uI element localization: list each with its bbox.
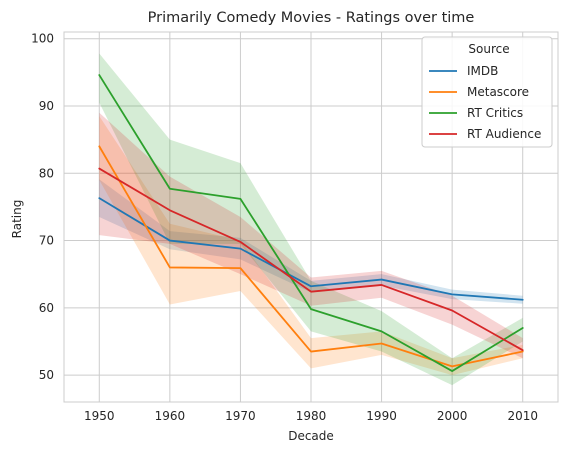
x-tick-label: 2000 <box>437 409 468 423</box>
legend-title: Source <box>468 42 509 56</box>
x-tick-label: 1990 <box>366 409 397 423</box>
metascore-confidence-band <box>99 116 523 376</box>
rt-critics-line <box>98 74 524 372</box>
imdb-line <box>98 197 524 301</box>
x-tick-labels: 1950 1960 1970 1980 1990 2000 2010 <box>84 409 538 423</box>
y-tick-label: 60 <box>39 301 54 315</box>
rt-audience-line <box>98 167 524 352</box>
metascore-line <box>98 145 524 368</box>
y-axis-label: Rating <box>10 200 24 239</box>
x-tick-label: 1960 <box>155 409 186 423</box>
y-tick-label: 70 <box>39 234 54 248</box>
legend: Source IMDB Metascore RT Critics RT Audience <box>421 36 553 148</box>
x-tick-label: 1980 <box>296 409 327 423</box>
grid <box>64 32 558 402</box>
series-lines <box>98 74 524 372</box>
x-tick-label: 2010 <box>507 409 538 423</box>
y-tick-labels: 50 60 70 80 90 100 <box>31 32 54 382</box>
y-tick-label: 80 <box>39 166 54 180</box>
rt-critics-confidence-band <box>99 53 523 386</box>
x-tick-label: 1950 <box>84 409 115 423</box>
chart-title: Primarily Comedy Movies - Ratings over t… <box>148 10 475 26</box>
y-tick-label: 100 <box>31 32 54 46</box>
plot-frame <box>63 31 559 403</box>
x-axis-label: Decade <box>288 429 334 443</box>
x-tick-label: 1970 <box>225 409 256 423</box>
legend-box <box>421 36 553 148</box>
legend-label-metascore: Metascore <box>467 85 529 99</box>
legend-label-imdb: IMDB <box>467 64 498 78</box>
y-tick-label: 50 <box>39 368 54 382</box>
y-tick-label: 90 <box>39 99 54 113</box>
legend-label-rt-audience: RT Audience <box>467 127 541 141</box>
legend-label-rt-critics: RT Critics <box>467 106 523 120</box>
